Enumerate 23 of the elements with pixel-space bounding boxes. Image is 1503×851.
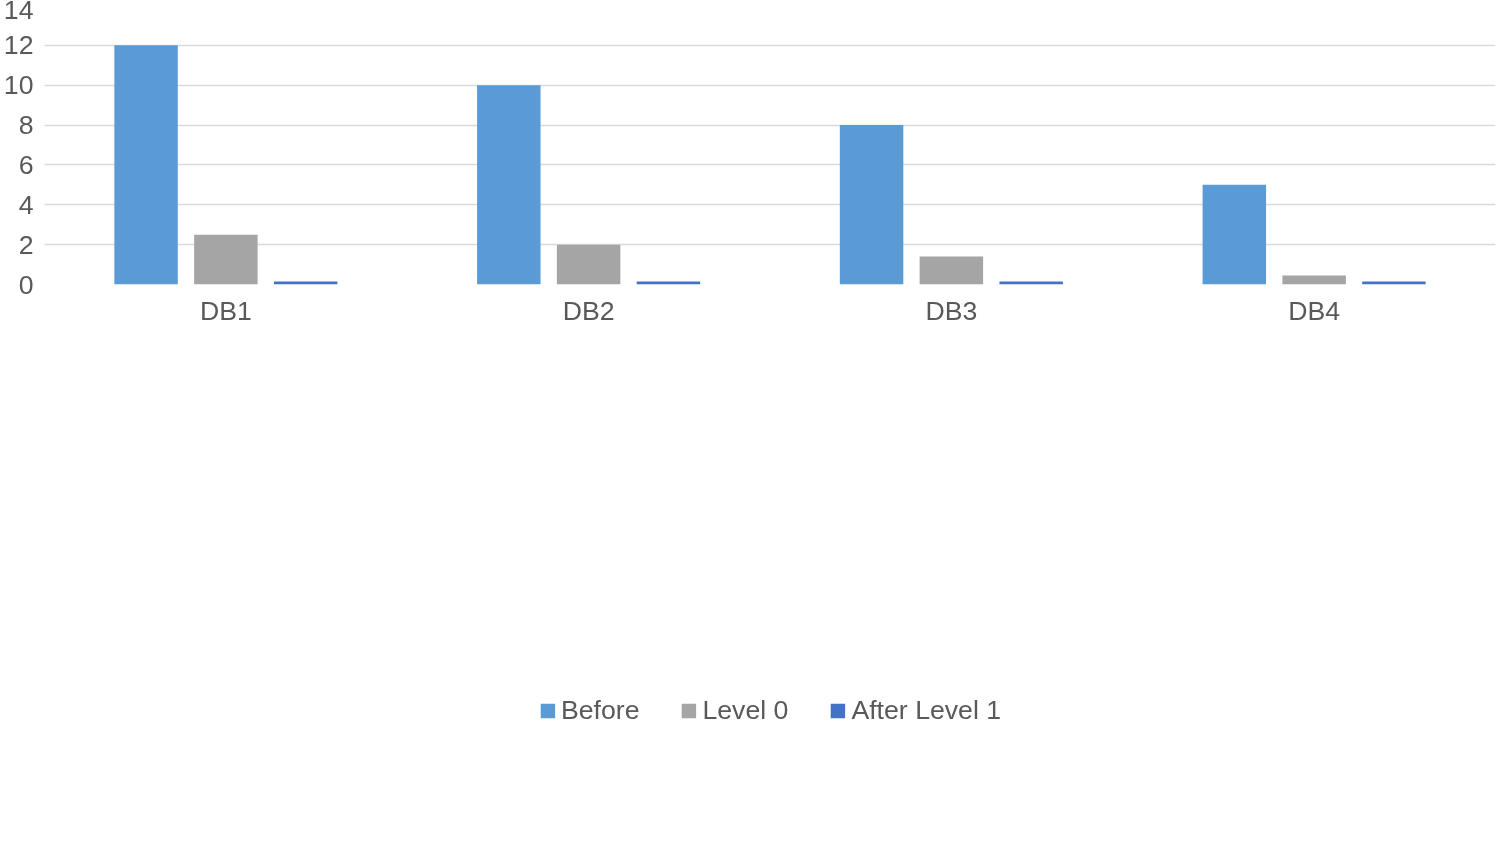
bar — [194, 234, 258, 285]
bar — [556, 244, 621, 285]
bar — [114, 45, 178, 285]
y-tick-label: 12 — [3, 30, 34, 61]
y-tick-label: 4 — [18, 189, 34, 220]
y-tick-label: 10 — [3, 70, 34, 101]
bar — [1202, 184, 1267, 285]
legend-label: Level 0 — [702, 694, 789, 726]
y-tick-label: 6 — [18, 149, 34, 180]
legend-label: After Level 1 — [851, 694, 1002, 726]
bar — [839, 125, 904, 285]
x-tick-label: DB3 — [925, 295, 978, 326]
bar — [919, 256, 984, 285]
bar — [1282, 275, 1346, 285]
y-tick-label: 8 — [18, 110, 34, 141]
y-tick-label: 0 — [18, 269, 34, 300]
y-tick-label: 2 — [18, 229, 34, 260]
x-tick-label: DB1 — [199, 295, 252, 326]
legend-label: Before — [560, 694, 640, 726]
x-tick-label: DB2 — [562, 295, 615, 326]
x-tick-label: DB4 — [1288, 295, 1341, 326]
bar — [477, 85, 541, 285]
y-tick-label: 14 — [3, 0, 34, 25]
